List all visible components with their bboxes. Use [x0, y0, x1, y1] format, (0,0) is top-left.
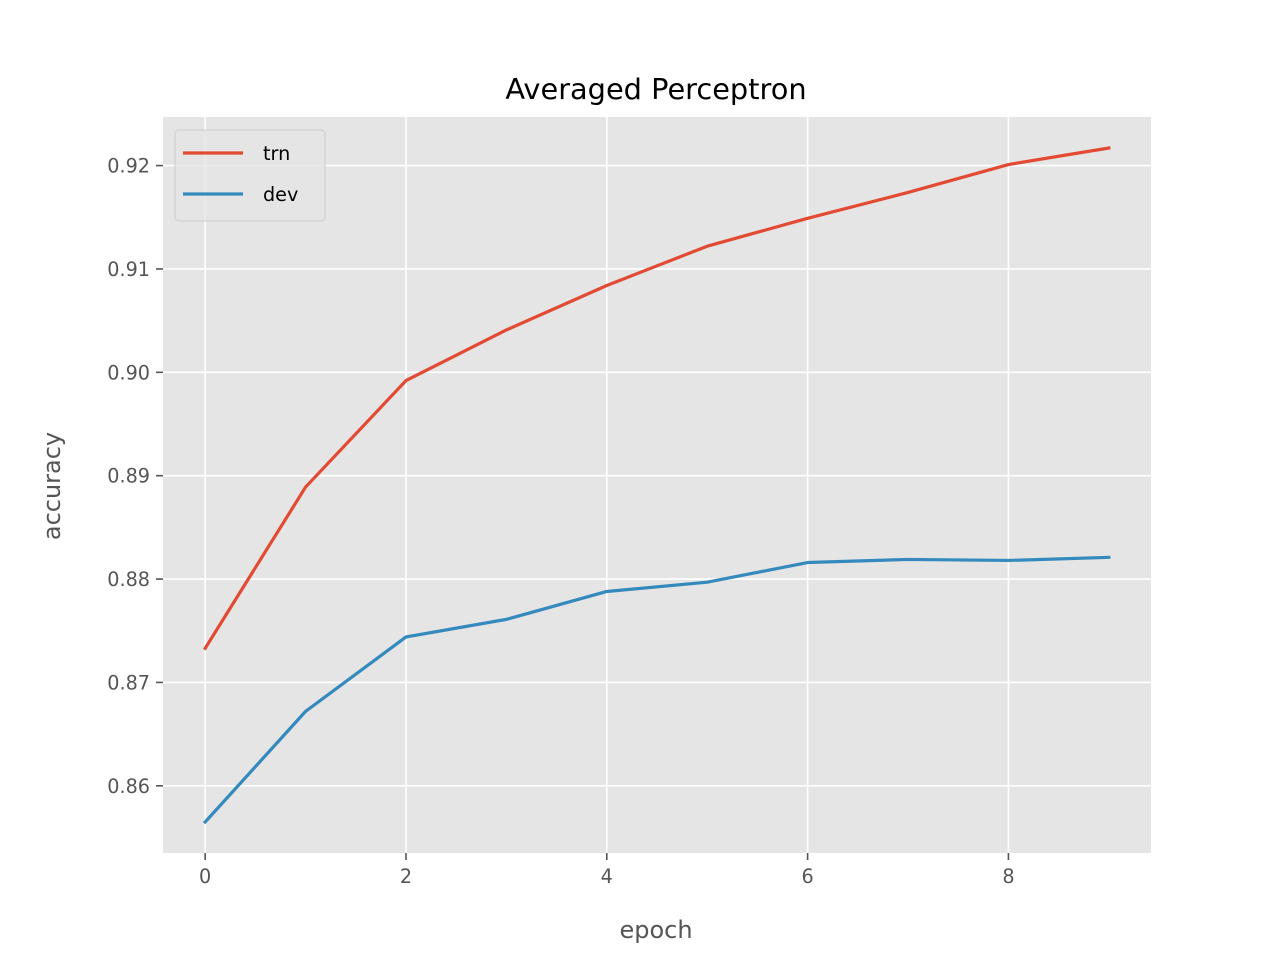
- x-axis-ticks: 0 2 4 6 8: [199, 853, 1015, 888]
- grid: [163, 117, 1151, 853]
- x-tick-label: 2: [400, 865, 412, 888]
- x-tick-label: 6: [802, 865, 814, 888]
- y-tick-label: 0.89: [107, 465, 150, 488]
- x-tick-label: 0: [199, 865, 211, 888]
- y-axis-ticks: 0.86 0.87 0.88 0.89 0.90 0.91 0.92: [107, 155, 163, 798]
- y-axis-label: accuracy: [38, 432, 66, 540]
- chart-title: Averaged Perceptron: [505, 72, 806, 106]
- series-line-trn: [202, 146, 1111, 651]
- legend: trn dev: [174, 129, 326, 222]
- plot-area: [163, 117, 1151, 853]
- series-line-dev: [202, 555, 1111, 825]
- y-tick-label: 0.91: [107, 258, 150, 281]
- x-tick-label: 8: [1002, 865, 1014, 888]
- y-tick-label: 0.92: [107, 155, 150, 178]
- x-axis-label: epoch: [619, 916, 692, 944]
- legend-label-trn: trn: [263, 142, 290, 165]
- legend-label-dev: dev: [263, 183, 298, 206]
- y-tick-label: 0.90: [107, 361, 150, 384]
- y-tick-label: 0.87: [107, 671, 150, 694]
- x-tick-label: 4: [601, 865, 613, 888]
- y-tick-label: 0.86: [107, 775, 150, 798]
- legend-box: [174, 129, 326, 222]
- series-lines: [202, 146, 1111, 825]
- y-tick-label: 0.88: [107, 568, 150, 591]
